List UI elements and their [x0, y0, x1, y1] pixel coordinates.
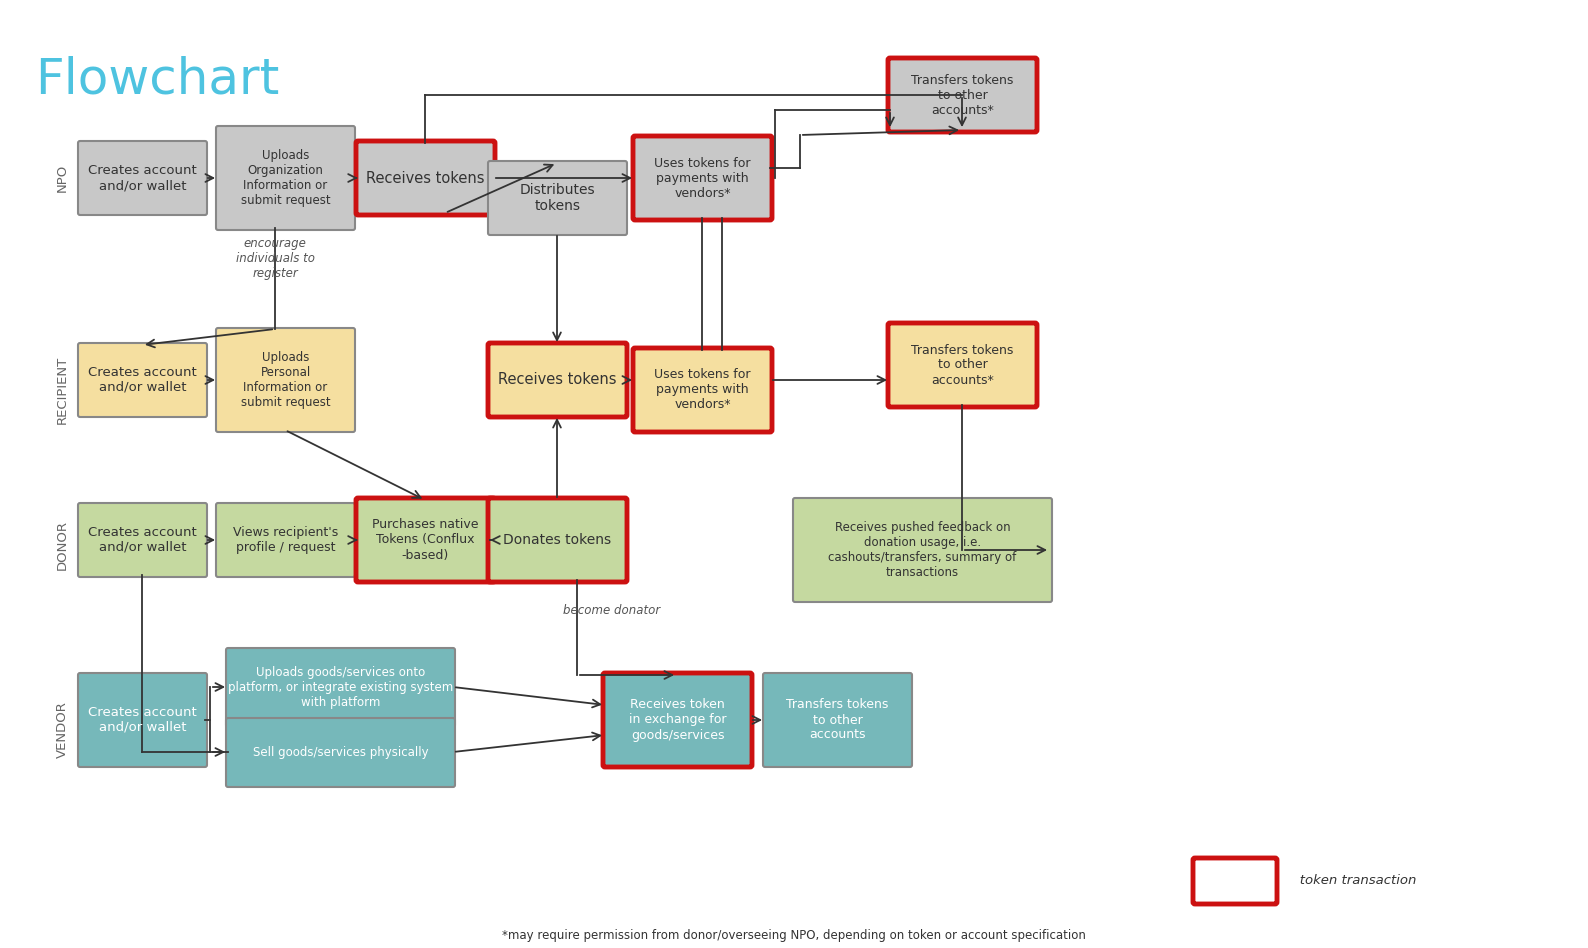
FancyBboxPatch shape	[603, 673, 753, 767]
FancyBboxPatch shape	[216, 328, 356, 432]
Text: Flowchart: Flowchart	[35, 55, 279, 103]
FancyBboxPatch shape	[888, 323, 1037, 407]
Text: Distributes
tokens: Distributes tokens	[519, 183, 596, 213]
Text: RECIPIENT: RECIPIENT	[56, 356, 68, 424]
FancyBboxPatch shape	[488, 161, 627, 235]
FancyBboxPatch shape	[78, 141, 206, 215]
FancyBboxPatch shape	[216, 126, 356, 230]
Text: Receives token
in exchange for
goods/services: Receives token in exchange for goods/ser…	[629, 699, 726, 741]
Text: Transfers tokens
to other
accounts*: Transfers tokens to other accounts*	[912, 74, 1013, 117]
Text: Views recipient's
profile / request: Views recipient's profile / request	[233, 526, 338, 554]
FancyBboxPatch shape	[488, 498, 627, 582]
FancyBboxPatch shape	[216, 503, 356, 577]
FancyBboxPatch shape	[356, 498, 495, 582]
FancyBboxPatch shape	[78, 503, 206, 577]
FancyBboxPatch shape	[634, 136, 772, 220]
Text: encourage
individuals to
register: encourage individuals to register	[235, 238, 314, 281]
Text: Creates account
and/or wallet: Creates account and/or wallet	[87, 526, 197, 554]
FancyBboxPatch shape	[792, 498, 1051, 602]
FancyBboxPatch shape	[356, 141, 495, 215]
Text: Receives tokens: Receives tokens	[367, 171, 484, 186]
Text: Receives tokens: Receives tokens	[499, 373, 616, 388]
Text: NPO: NPO	[56, 164, 68, 192]
Text: *may require permission from donor/overseeing NPO, depending on token or account: *may require permission from donor/overs…	[502, 928, 1086, 941]
Text: Transfers tokens
to other
accounts: Transfers tokens to other accounts	[786, 699, 889, 741]
FancyBboxPatch shape	[634, 348, 772, 432]
FancyBboxPatch shape	[225, 648, 456, 727]
Text: Receives pushed feedback on
donation usage, i.e.
cashouts/transfers, summary of
: Receives pushed feedback on donation usa…	[829, 521, 1016, 579]
FancyBboxPatch shape	[488, 343, 627, 417]
Text: Uploads goods/services onto
platform, or integrate existing system
with platform: Uploads goods/services onto platform, or…	[227, 666, 453, 709]
FancyBboxPatch shape	[762, 673, 912, 767]
Text: Uploads
Organization
Information or
submit request: Uploads Organization Information or subm…	[241, 149, 330, 207]
Text: Uses tokens for
payments with
vendors*: Uses tokens for payments with vendors*	[654, 156, 751, 199]
Text: Uploads
Personal
Information or
submit request: Uploads Personal Information or submit r…	[241, 351, 330, 409]
Text: Transfers tokens
to other
accounts*: Transfers tokens to other accounts*	[912, 343, 1013, 387]
FancyBboxPatch shape	[78, 343, 206, 417]
FancyBboxPatch shape	[78, 673, 206, 767]
Text: Sell goods/services physically: Sell goods/services physically	[252, 746, 429, 759]
Text: Uses tokens for
payments with
vendors*: Uses tokens for payments with vendors*	[654, 369, 751, 411]
FancyBboxPatch shape	[225, 718, 456, 787]
Text: VENDOR: VENDOR	[56, 702, 68, 758]
Text: Purchases native
Tokens (Conflux
-based): Purchases native Tokens (Conflux -based)	[372, 519, 478, 561]
Text: Creates account
and/or wallet: Creates account and/or wallet	[87, 706, 197, 734]
Text: token transaction: token transaction	[1286, 874, 1416, 887]
FancyBboxPatch shape	[888, 58, 1037, 132]
Text: Creates account
and/or wallet: Creates account and/or wallet	[87, 164, 197, 192]
Text: Donates tokens: Donates tokens	[503, 533, 611, 547]
Text: become donator: become donator	[564, 604, 661, 616]
Text: DONOR: DONOR	[56, 520, 68, 570]
FancyBboxPatch shape	[1193, 858, 1277, 904]
Text: Creates account
and/or wallet: Creates account and/or wallet	[87, 366, 197, 394]
